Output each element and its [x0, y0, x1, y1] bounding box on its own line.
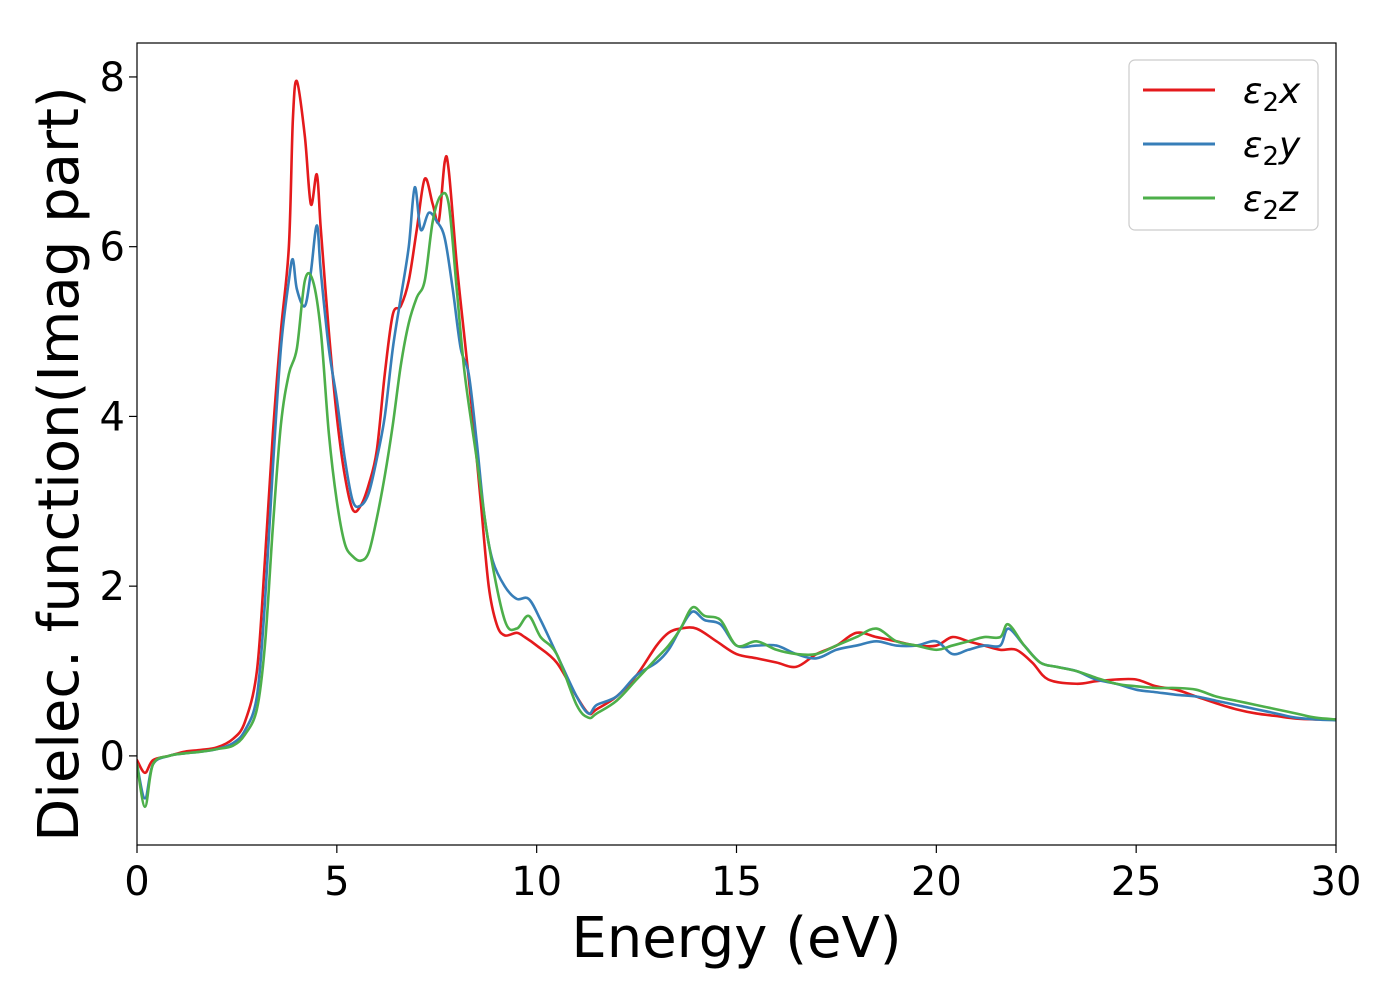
legend-item-y: ε2y — [1143, 125, 1301, 172]
x-tick-label: 25 — [1111, 859, 1162, 905]
y-axis: 0 2 4 6 8 — [100, 55, 137, 780]
x-tick-label: 20 — [911, 859, 962, 905]
y-tick-label: 2 — [100, 564, 125, 610]
x-tick-label: 0 — [124, 859, 149, 905]
series-layer — [137, 79, 1336, 809]
series-line-x — [137, 79, 1336, 775]
legend: ε2x ε2y ε2z — [1128, 59, 1319, 231]
y-tick-label: 6 — [100, 225, 125, 271]
legend-box — [1128, 59, 1319, 231]
series-line-z — [137, 191, 1336, 809]
x-tick-label: 10 — [511, 859, 562, 905]
legend-label: ε2y — [1243, 125, 1301, 172]
x-tick-label: 30 — [1311, 859, 1362, 905]
x-tick-label: 15 — [711, 859, 762, 905]
legend-item-x: ε2x — [1143, 71, 1301, 118]
legend-label: ε2x — [1243, 71, 1301, 118]
x-tick-label: 5 — [324, 859, 349, 905]
x-axis-label: Energy (eV) — [571, 906, 901, 971]
y-tick-label: 8 — [100, 55, 125, 101]
y-tick-label: 4 — [100, 394, 125, 440]
y-axis-label: Dielec. function(Imag part) — [27, 86, 92, 842]
y-tick-label: 0 — [100, 734, 125, 780]
legend-item-z: ε2z — [1143, 179, 1299, 226]
x-axis: 0 5 10 15 20 25 30 — [124, 845, 1361, 905]
legend-label: ε2z — [1243, 179, 1299, 226]
